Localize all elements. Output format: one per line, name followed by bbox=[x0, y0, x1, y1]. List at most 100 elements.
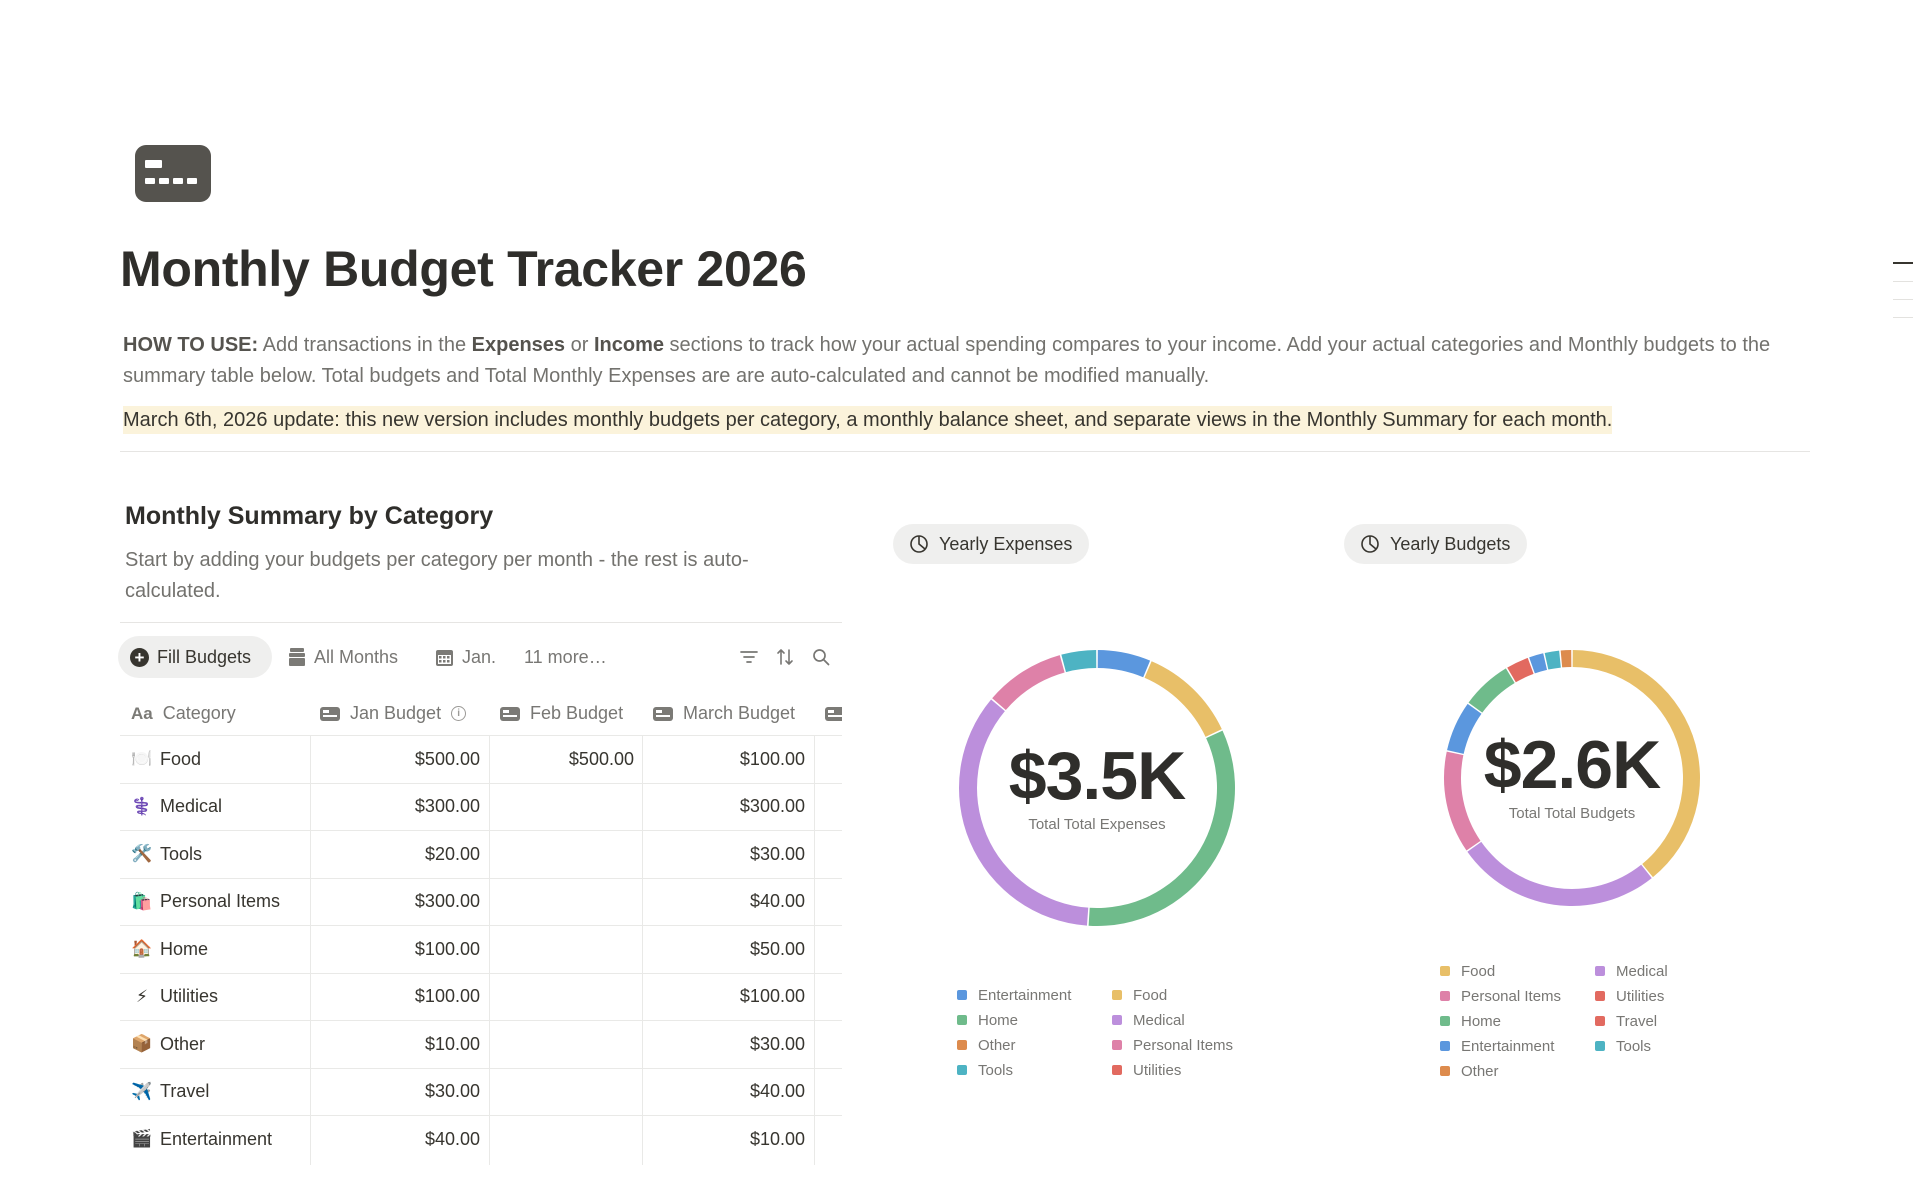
feb-budget-cell[interactable] bbox=[489, 926, 634, 972]
feb-budget-cell[interactable] bbox=[489, 1069, 634, 1115]
jan-budget-cell[interactable]: $30.00 bbox=[424, 1081, 480, 1101]
table-row[interactable]: 🍽️ Food $500.00 $500.00 $100.00 bbox=[120, 735, 842, 782]
column-header-feb-budget[interactable]: Feb Budget bbox=[500, 692, 623, 735]
legend-item[interactable]: Medical bbox=[1112, 1011, 1267, 1029]
table-row[interactable]: 🛠️ Tools $20.00 $30.00 bbox=[120, 830, 842, 877]
jan-budget-cell[interactable]: $500.00 bbox=[414, 748, 480, 769]
info-icon[interactable]: i bbox=[451, 706, 467, 721]
filter-icon[interactable] bbox=[736, 644, 762, 670]
category-cell[interactable]: ✈️ Travel bbox=[131, 1069, 306, 1115]
view-tab-jan[interactable]: Jan. bbox=[423, 636, 508, 678]
march-budget-cell[interactable]: $10.00 bbox=[749, 1128, 805, 1149]
page-title[interactable]: Monthly Budget Tracker 2026 bbox=[120, 241, 807, 297]
column-header-march-budget[interactable]: March Budget bbox=[653, 692, 795, 735]
jan-budget-cell[interactable]: $100.00 bbox=[414, 938, 480, 959]
donut-slice-food[interactable] bbox=[1144, 661, 1222, 737]
legend-item[interactable]: Personal Items bbox=[1112, 1036, 1267, 1054]
donut-slice-other[interactable] bbox=[1560, 650, 1572, 668]
jan-budget-cell[interactable]: $10.00 bbox=[424, 1033, 480, 1054]
legend-item[interactable]: Tools bbox=[1595, 1037, 1750, 1055]
column-header-category[interactable]: Aa Category bbox=[131, 692, 236, 735]
jan-budget-cell[interactable]: $40.00 bbox=[424, 1128, 480, 1149]
category-cell[interactable]: ⚡ Utilities bbox=[131, 974, 306, 1020]
legend-item[interactable]: Home bbox=[1440, 1012, 1595, 1030]
yearly-budgets-donut[interactable] bbox=[1442, 648, 1702, 908]
feb-budget-cell[interactable]: $500.00 bbox=[568, 748, 634, 769]
credit-card-icon[interactable] bbox=[135, 145, 211, 202]
feb-budget-cell[interactable] bbox=[489, 1116, 634, 1162]
donut-slice-home[interactable] bbox=[1088, 730, 1235, 926]
march-budget-cell[interactable]: $40.00 bbox=[749, 891, 805, 911]
chart-view-yearly-expenses[interactable]: Yearly Expenses bbox=[893, 524, 1090, 564]
feb-budget-cell[interactable] bbox=[489, 784, 634, 830]
table-row[interactable]: 📦 Other $10.00 $30.00 bbox=[120, 1020, 842, 1067]
column-header-next[interactable] bbox=[825, 692, 842, 735]
legend-item[interactable]: Medical bbox=[1595, 962, 1750, 980]
toc-line[interactable] bbox=[1893, 262, 1913, 264]
more-views-button[interactable]: 11 more… bbox=[512, 636, 619, 678]
march-budget-cell[interactable]: $100.00 bbox=[739, 986, 805, 1006]
table-row[interactable]: ⚡ Utilities $100.00 $100.00 bbox=[120, 972, 842, 1020]
feb-budget-cell[interactable] bbox=[489, 1021, 634, 1067]
legend-item[interactable]: Food bbox=[1440, 962, 1595, 980]
feb-budget-cell[interactable] bbox=[489, 974, 634, 1020]
legend-item[interactable]: Home bbox=[957, 1011, 1112, 1029]
march-budget-cell[interactable]: $100.00 bbox=[739, 748, 805, 769]
legend-item[interactable]: Other bbox=[1440, 1062, 1595, 1080]
jan-budget-cell[interactable]: $300.00 bbox=[414, 796, 480, 816]
march-budget-cell[interactable]: $50.00 bbox=[749, 938, 805, 959]
donut-slice-medical[interactable] bbox=[959, 699, 1089, 926]
legend-item[interactable]: Tools bbox=[957, 1061, 1112, 1079]
category-cell[interactable]: 🍽️ Food bbox=[131, 736, 306, 782]
sort-icon[interactable] bbox=[772, 644, 798, 670]
category-cell[interactable]: 🎬 Entertainment bbox=[131, 1116, 306, 1162]
donut-slice-entertainment[interactable] bbox=[1097, 650, 1151, 678]
donut-slice-personal-items[interactable] bbox=[1444, 751, 1481, 851]
march-budget-cell[interactable]: $300.00 bbox=[739, 796, 805, 816]
category-cell[interactable]: 🛍️ Personal Items bbox=[131, 879, 306, 925]
donut-slice-medical[interactable] bbox=[1467, 841, 1652, 906]
feb-budget-cell[interactable] bbox=[489, 879, 634, 925]
category-cell[interactable]: 📦 Other bbox=[131, 1021, 306, 1067]
table-of-contents[interactable] bbox=[1893, 262, 1913, 335]
toc-line[interactable] bbox=[1893, 299, 1913, 300]
legend-item[interactable]: Food bbox=[1112, 986, 1267, 1004]
legend-item[interactable]: Entertainment bbox=[957, 986, 1112, 1004]
donut-slice-home[interactable] bbox=[1468, 668, 1515, 713]
jan-budget-cell[interactable]: $20.00 bbox=[424, 843, 480, 864]
yearly-expenses-donut[interactable] bbox=[957, 648, 1237, 928]
march-budget-cell[interactable]: $30.00 bbox=[749, 843, 805, 864]
legend-item[interactable]: Travel bbox=[1595, 1012, 1750, 1030]
table-row[interactable]: 🛍️ Personal Items $300.00 $40.00 bbox=[120, 877, 842, 925]
legend-item[interactable]: Utilities bbox=[1112, 1061, 1267, 1079]
donut-slice-entertainment[interactable] bbox=[1447, 703, 1482, 754]
toc-line[interactable] bbox=[1893, 317, 1913, 318]
search-icon[interactable] bbox=[808, 644, 834, 670]
legend-item[interactable]: Entertainment bbox=[1440, 1037, 1595, 1055]
donut-slice-entertainment[interactable] bbox=[1529, 653, 1548, 674]
jan-budget-cell[interactable]: $300.00 bbox=[414, 891, 480, 911]
donut-slice-food[interactable] bbox=[1572, 650, 1700, 878]
table-row[interactable]: 🏠 Home $100.00 $50.00 bbox=[120, 925, 842, 972]
donut-slice-travel[interactable] bbox=[1507, 657, 1534, 683]
category-cell[interactable]: 🛠️ Tools bbox=[131, 831, 306, 877]
legend-item[interactable]: Personal Items bbox=[1440, 987, 1595, 1005]
chart-view-yearly-budgets[interactable]: Yearly Budgets bbox=[1344, 524, 1528, 564]
table-row[interactable]: ⚕️ Medical $300.00 $300.00 bbox=[120, 782, 842, 830]
march-budget-cell[interactable]: $40.00 bbox=[749, 1081, 805, 1101]
donut-slice-tools[interactable] bbox=[1544, 650, 1561, 670]
donut-slice-personal-items[interactable] bbox=[992, 655, 1065, 710]
jan-budget-cell[interactable]: $100.00 bbox=[414, 986, 480, 1006]
view-tab-all-months[interactable]: All Months bbox=[276, 636, 410, 678]
feb-budget-cell[interactable] bbox=[489, 831, 634, 877]
table-row[interactable]: 🎬 Entertainment $40.00 $10.00 bbox=[120, 1115, 842, 1162]
view-tab-fill-budgets[interactable]: + Fill Budgets bbox=[118, 636, 272, 678]
donut-slice-tools[interactable] bbox=[1061, 650, 1097, 673]
toc-line[interactable] bbox=[1893, 281, 1913, 282]
legend-item[interactable]: Other bbox=[957, 1036, 1112, 1054]
legend-item[interactable]: Utilities bbox=[1595, 987, 1750, 1005]
column-header-jan-budget[interactable]: Jan Budget i bbox=[320, 692, 467, 735]
category-cell[interactable]: ⚕️ Medical bbox=[131, 784, 306, 830]
table-row[interactable]: ✈️ Travel $30.00 $40.00 bbox=[120, 1067, 842, 1115]
march-budget-cell[interactable]: $30.00 bbox=[749, 1033, 805, 1054]
